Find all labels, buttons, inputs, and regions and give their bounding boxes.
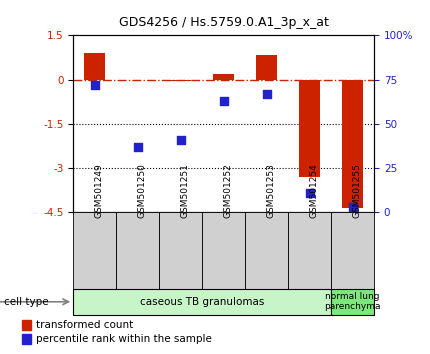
Text: GSM501250: GSM501250 [138,164,147,218]
Bar [299,80,320,177]
Text: GSM501252: GSM501252 [224,164,233,218]
Text: GSM501255: GSM501255 [353,164,362,218]
FancyBboxPatch shape [159,212,202,289]
Text: GSM501249: GSM501249 [95,164,104,218]
Bar [84,53,105,80]
FancyBboxPatch shape [331,212,374,289]
Point [306,190,313,196]
Point [349,204,356,210]
Text: percentile rank within the sample: percentile rank within the sample [36,334,212,344]
FancyBboxPatch shape [245,212,288,289]
Point [91,82,98,88]
Text: normal lung
parenchyma: normal lung parenchyma [324,292,381,312]
Point [134,144,141,150]
Point [220,98,227,104]
Text: GSM501251: GSM501251 [181,164,190,218]
FancyBboxPatch shape [116,212,159,289]
FancyBboxPatch shape [73,212,116,289]
Bar [256,55,277,80]
FancyBboxPatch shape [331,289,374,315]
Text: cell type: cell type [4,297,49,307]
Text: GDS4256 / Hs.5759.0.A1_3p_x_at: GDS4256 / Hs.5759.0.A1_3p_x_at [119,16,329,29]
Point [263,91,270,97]
Bar [170,80,191,81]
Bar [22,334,31,344]
FancyBboxPatch shape [73,289,331,315]
Text: caseous TB granulomas: caseous TB granulomas [140,297,264,307]
Bar [342,80,363,208]
Bar [213,74,234,80]
Point [177,137,184,143]
Text: GSM501254: GSM501254 [310,164,319,218]
Bar [22,320,31,330]
Text: transformed count: transformed count [36,320,133,330]
Text: GSM501253: GSM501253 [267,164,276,218]
FancyBboxPatch shape [202,212,245,289]
FancyBboxPatch shape [288,212,331,289]
